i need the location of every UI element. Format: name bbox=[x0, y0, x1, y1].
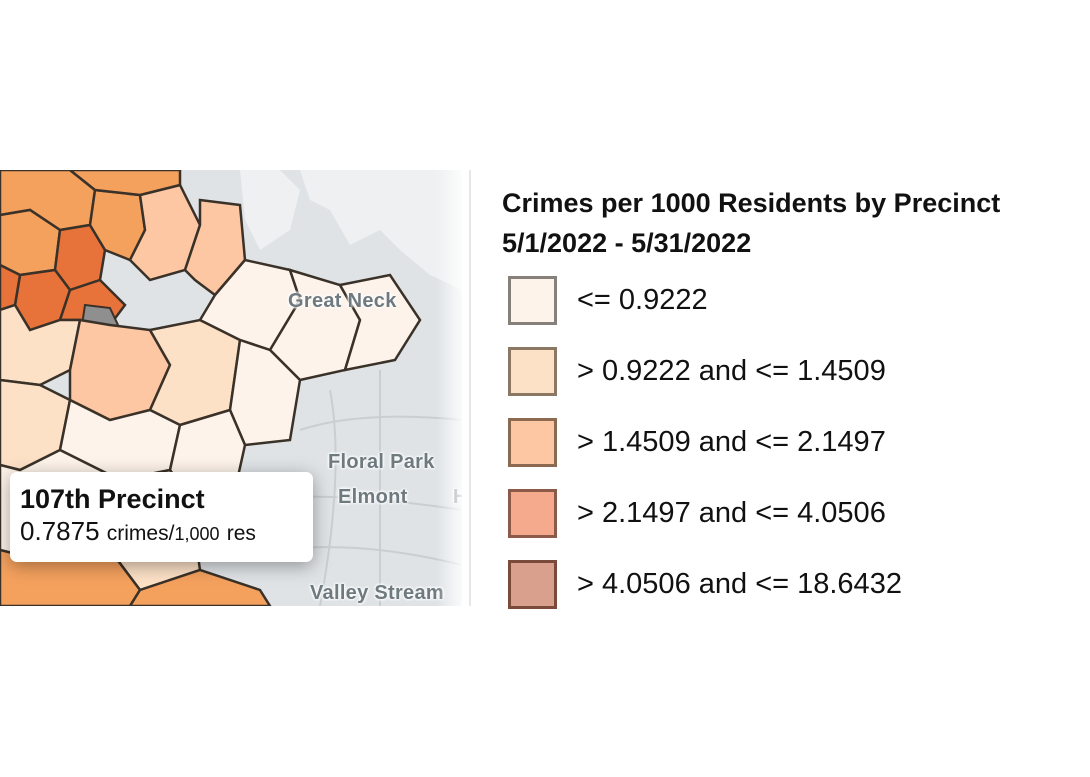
tooltip-unit-tail: res bbox=[226, 522, 256, 545]
tooltip-unit-small: 1,000 bbox=[174, 524, 220, 544]
precinct-region[interactable] bbox=[128, 183, 202, 282]
place-label-valley-stream: Valley Stream bbox=[310, 582, 444, 604]
tooltip-value: 0.7875 bbox=[20, 516, 100, 546]
northern-shore bbox=[300, 170, 462, 290]
map-edge-fade bbox=[436, 170, 462, 606]
legend-title: Crimes per 1000 Residents by Precinct bbox=[502, 188, 1001, 218]
precinct-region[interactable] bbox=[128, 568, 272, 606]
legend-item: > 0.9222 and <= 1.4509 bbox=[508, 344, 1082, 398]
legend-list: <= 0.9222 > 0.9222 and <= 1.4509 > 1.450… bbox=[508, 273, 1082, 611]
legend-date-range: 5/1/2022 - 5/31/2022 bbox=[502, 228, 752, 258]
legend-label: > 1.4509 and <= 2.1497 bbox=[577, 425, 886, 458]
panel-divider bbox=[469, 170, 471, 606]
legend-item: > 1.4509 and <= 2.1497 bbox=[508, 415, 1082, 469]
precinct-tooltip: 107th Precinct 0.7875 crimes/1,000 res bbox=[10, 472, 313, 562]
legend-label: > 0.9222 and <= 1.4509 bbox=[577, 354, 886, 387]
legend-label: > 2.1497 and <= 4.0506 bbox=[577, 496, 886, 529]
legend-swatch bbox=[508, 488, 557, 538]
legend-swatch bbox=[508, 559, 557, 609]
place-label-elmont: Elmont bbox=[338, 486, 408, 508]
legend-swatch bbox=[508, 346, 557, 396]
road-line bbox=[319, 389, 337, 606]
precinct-map[interactable]: Great Neck Floral Park Elmont H Valley S… bbox=[0, 170, 462, 606]
legend-item: <= 0.9222 bbox=[508, 273, 1082, 327]
precinct-region[interactable] bbox=[183, 198, 247, 297]
precinct-region[interactable] bbox=[67, 170, 182, 197]
peninsula-shore bbox=[240, 170, 300, 250]
legend-item: > 2.1497 and <= 4.0506 bbox=[508, 486, 1082, 540]
legend-swatch bbox=[508, 275, 557, 325]
map-canvas[interactable] bbox=[0, 170, 462, 606]
legend-swatch bbox=[508, 417, 557, 467]
legend-label: <= 0.9222 bbox=[577, 283, 708, 316]
tooltip-unit: crimes/ bbox=[106, 522, 175, 545]
map-legend: Crimes per 1000 Residents by Precinct 5/… bbox=[502, 183, 1082, 628]
place-label-great-neck: Great Neck bbox=[288, 290, 397, 312]
precinct-region[interactable] bbox=[338, 273, 422, 372]
legend-label: > 4.0506 and <= 18.6432 bbox=[577, 567, 902, 600]
place-label-floral-park: Floral Park bbox=[328, 451, 435, 473]
legend-item: > 4.0506 and <= 18.6432 bbox=[508, 557, 1082, 611]
tooltip-value-line: 0.7875 crimes/1,000 res bbox=[20, 514, 303, 551]
tooltip-title: 107th Precinct bbox=[20, 484, 205, 514]
